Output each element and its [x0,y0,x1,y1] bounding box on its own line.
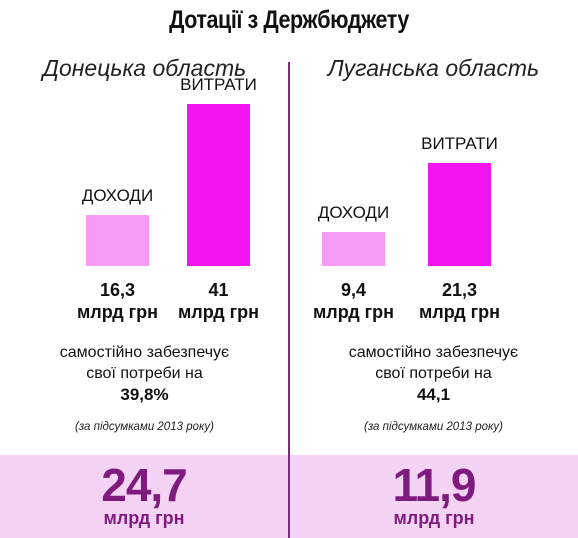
bar-expense [428,163,491,266]
self-line-1: самостійно забезпечує [59,344,230,361]
page-title: Дотації з Держбюджету [169,6,409,34]
data-label-unit: млрд грн [313,302,394,322]
subsidy-unit: млрд грн [393,508,475,528]
category-label: ВИТРАТИ [180,75,257,94]
data-label-value: 21,3 [442,280,477,300]
bar-income [86,215,149,266]
region-title: Луганська область [327,55,540,81]
category-label: ДОХОДИ [82,186,153,205]
data-label-unit: млрд грн [419,302,500,322]
subsidy-unit: млрд грн [103,508,185,528]
bar-income [322,232,385,266]
self-line-1: самостійно забезпечує [348,344,519,361]
category-label: ДОХОДИ [318,203,389,222]
panel-luhansk: Луганська область ДОХОДИ 9,4 млрд грн ВИТРА… [289,0,578,538]
data-label-value: 41 [208,280,228,300]
subsidy-band-donetsk: 24,7 млрд грн [0,455,288,538]
subsidy-band-luhansk: 11,9 млрд грн [290,455,578,538]
self-line-2: свої потреби на [86,365,203,382]
subsidy-value: 11,9 [392,459,477,511]
self-sufficiency-text: самостійно забезпечує свої потреби на 39… [0,342,289,405]
category-label: ВИТРАТИ [421,134,498,153]
bar-expense [187,104,250,266]
region-title: Донецька область [42,55,247,81]
subsidy-value: 24,7 [101,459,188,511]
data-label-unit: млрд грн [77,302,158,322]
data-label-value: 16,3 [100,280,135,300]
self-line-2: свої потреби на [375,365,492,382]
self-sufficiency-value: 44,1 [416,385,451,404]
data-label-unit: млрд грн [178,302,259,322]
self-sufficiency-value: 39,8% [120,385,169,404]
period-note: (за підсумками 2013 року) [363,421,503,433]
period-note: (за підсумками 2013 року) [74,421,214,433]
data-label-value: 9,4 [341,280,366,300]
panel-donetsk: Донецька область ДОХОДИ 16,3 млрд грн ВИТРА… [0,55,289,433]
self-sufficiency-text: самостійно забезпечує свої потреби на 44… [289,342,578,405]
panel-divider [288,62,290,538]
